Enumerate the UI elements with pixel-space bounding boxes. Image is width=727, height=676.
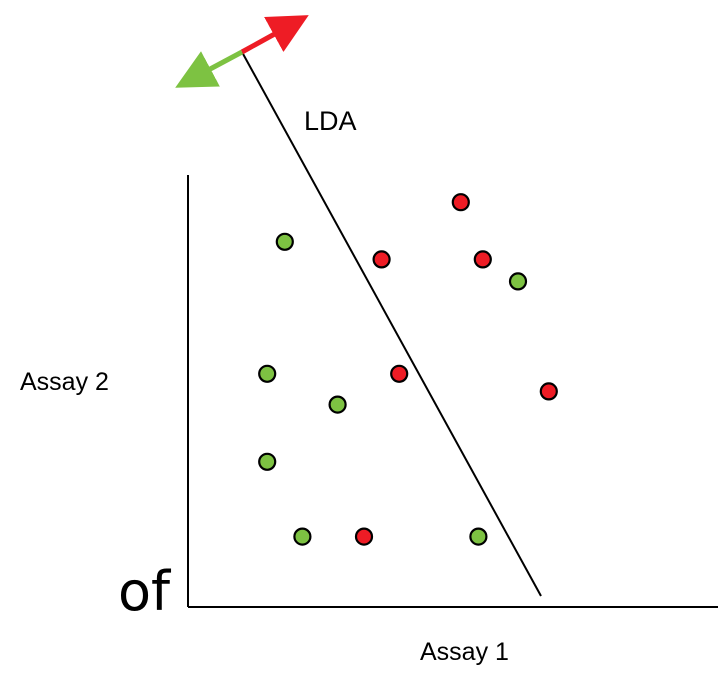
x-axis-label: Assay 1 [420, 638, 509, 666]
green-point-9 [328, 395, 347, 414]
y-axis-label: Assay 2 [20, 368, 109, 396]
red-point-8 [539, 382, 558, 401]
green-point-11 [293, 527, 312, 546]
red-point-4 [473, 250, 492, 269]
red-point-12 [354, 527, 374, 546]
green-point-10 [258, 452, 277, 471]
red-direction-arrow [240, 15, 309, 55]
edge-text-fragment: of [118, 560, 171, 623]
green-point-6 [258, 364, 277, 383]
green-point-13 [469, 527, 488, 546]
lda-projection-line [241, 51, 542, 597]
green-point-5 [508, 272, 528, 291]
green-point-2 [275, 232, 294, 251]
red-point-3 [372, 250, 391, 269]
green-direction-arrow [175, 49, 244, 88]
red-point-7 [390, 364, 409, 383]
lda-label: LDA [304, 106, 357, 136]
data-points [258, 193, 558, 546]
red-point-1 [451, 193, 470, 212]
